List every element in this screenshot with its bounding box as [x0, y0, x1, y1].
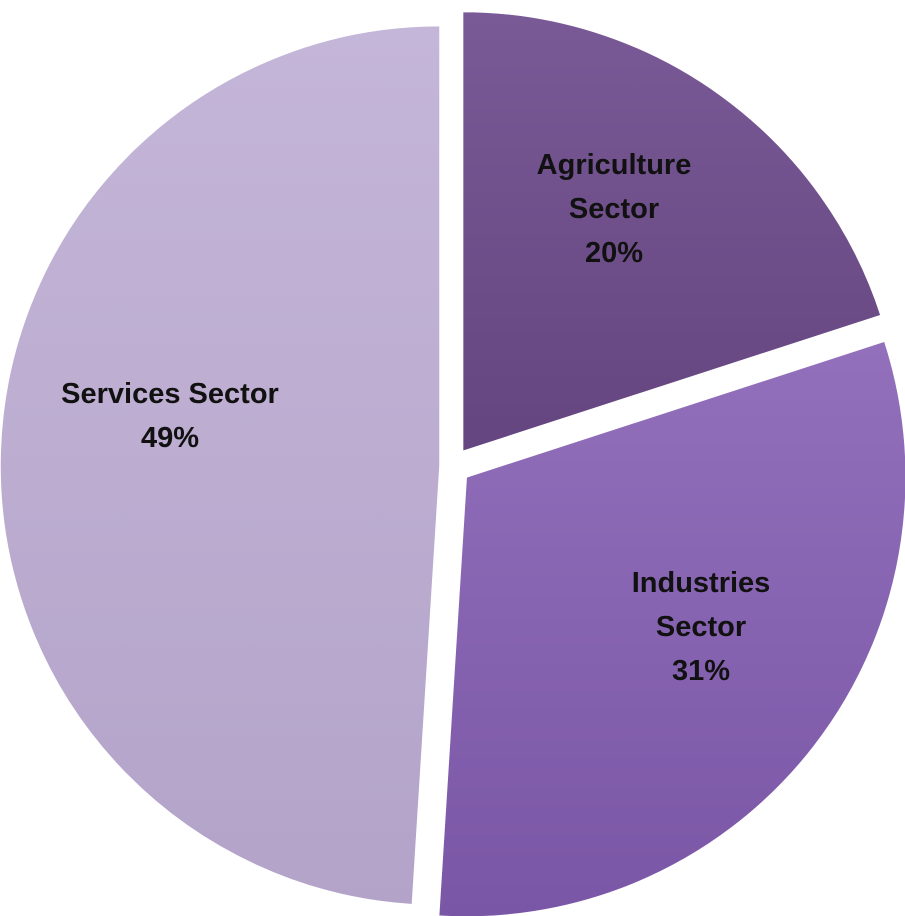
slice-name-label: Sector — [569, 193, 659, 225]
slice-name-label: Agriculture — [537, 149, 692, 181]
slice-name-label: Sector — [656, 611, 746, 643]
pie-slice-49pct — [0, 24, 441, 906]
slice-percent-label: 49% — [141, 422, 199, 454]
pie-slice-20pct — [461, 10, 882, 453]
slice-percent-label: 31% — [672, 655, 730, 687]
slice-percent-label: 20% — [585, 237, 643, 269]
pie-slice-31pct — [437, 340, 905, 916]
pie-slices — [0, 10, 905, 916]
slice-labels: Agriculture Sector 20% Industries Sector 31% S… — [61, 149, 770, 687]
slice-name-label: Industries — [632, 567, 771, 599]
slice-name-label: Services Sector — [61, 378, 279, 410]
